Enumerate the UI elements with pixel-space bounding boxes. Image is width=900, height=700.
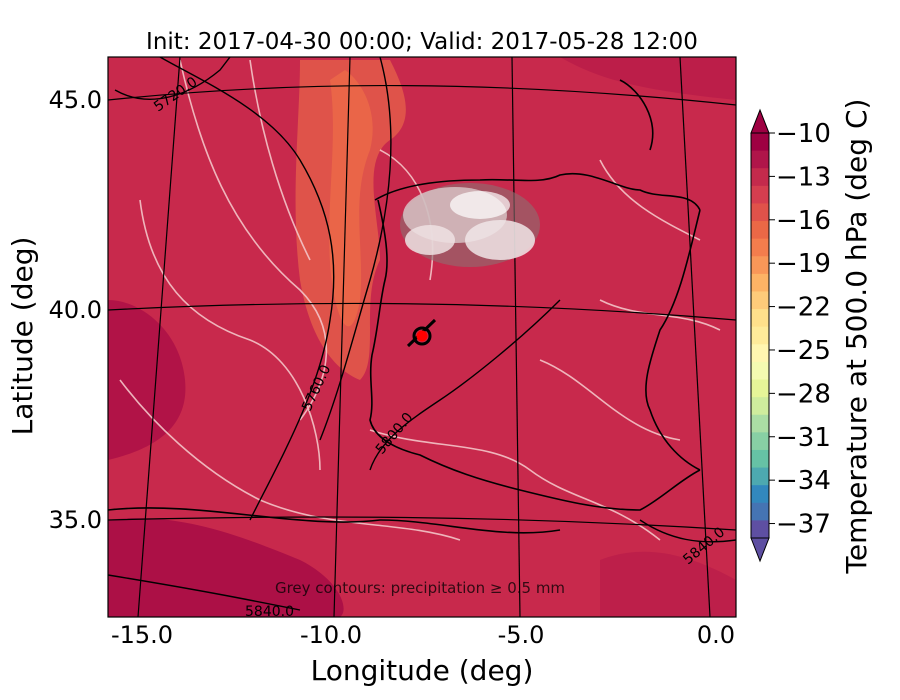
x-tick-label-minus10: -10.0 [300, 621, 362, 649]
location-marker [412, 326, 432, 346]
colorbar-tick-label: −10 [776, 119, 831, 149]
colorbar-segment [751, 361, 769, 381]
temperature-dark-southwest [108, 518, 344, 617]
colorbar-bottom-extension [750, 537, 770, 563]
colorbar-tick-label: −16 [776, 206, 831, 236]
colorbar-segment [751, 485, 769, 504]
colorbar-segment [751, 449, 769, 469]
colorbar-tick-label: −25 [776, 336, 831, 366]
colorbar: −10 −13 −16 −19 −22 −25 −28 −31 −34 −37 [750, 108, 831, 563]
colorbar-segment [751, 256, 769, 275]
colorbar-segment [751, 221, 769, 240]
y-axis: 45.0 40.0 35.0 [49, 86, 102, 534]
temperature-band-center [329, 70, 373, 327]
colorbar-tick-label: −22 [776, 293, 831, 323]
colorbar-tick-label: −37 [776, 510, 831, 540]
graticule [108, 57, 736, 617]
colorbar-tick-label: −19 [776, 249, 831, 279]
map-frame [107, 56, 737, 618]
precip-annotation: Grey contours: precipitation ≥ 0.5 mm [275, 579, 565, 597]
colorbar-ticks: −10 −13 −16 −19 −22 −25 −28 −31 −34 −37 [769, 119, 831, 540]
colorbar-segment [751, 520, 769, 539]
colorbar-segment [751, 203, 769, 222]
colorbar-segment [751, 344, 769, 363]
y-axis-label: Latitude (deg) [6, 237, 39, 436]
x-tick-label-0: 0.0 [697, 621, 735, 649]
height-contours [108, 57, 736, 611]
colorbar-tick-label: −34 [776, 466, 831, 496]
y-tick-label-45: 45.0 [49, 86, 102, 114]
colorbar-label: Temperature at 500.0 hPa (deg C) [840, 99, 873, 575]
colorbar-tick-label: −31 [776, 423, 831, 453]
colorbar-segment [751, 467, 769, 486]
colorbar-segment [751, 397, 769, 416]
colorbar-segment [751, 326, 769, 345]
x-axis: -15.0 -10.0 -5.0 0.0 [111, 621, 735, 649]
temperature-dark-southeast [600, 551, 736, 617]
colorbar-segment [751, 168, 769, 187]
colorbar-segment [751, 150, 769, 169]
location-marker-fill [416, 330, 428, 342]
colorbar-tick-label: −13 [776, 162, 831, 192]
coastline [108, 79, 701, 534]
colorbar-segment [751, 291, 769, 310]
x-axis-label: Longitude (deg) [311, 654, 534, 687]
map-panel: 5720.0 5760.0 5800.0 5840.0 5840.0 Grey … [108, 57, 736, 620]
x-tick-label-minus15: -15.0 [111, 621, 173, 649]
colorbar-top-extension [750, 108, 770, 134]
colorbar-segment [751, 379, 769, 398]
colorbar-segment [751, 414, 769, 433]
y-tick-label-35: 35.0 [49, 506, 102, 534]
y-tick-label-40: 40.0 [49, 296, 102, 324]
precipitation-region [400, 183, 540, 267]
colorbar-segments [751, 133, 769, 539]
colorbar-segment [751, 432, 769, 451]
colorbar-segment [751, 133, 769, 152]
temperature-dark-west [108, 300, 186, 460]
colorbar-segment [751, 309, 769, 328]
colorbar-tick-label: −28 [776, 379, 831, 409]
colorbar-segment [751, 502, 769, 521]
colorbar-segment [751, 238, 769, 257]
colorbar-segment [751, 185, 769, 205]
x-tick-label-minus5: -5.0 [498, 621, 545, 649]
plot-title: Init: 2017-04-30 00:00; Valid: 2017-05-2… [146, 29, 698, 55]
height-label-5840-southwest: 5840.0 [245, 604, 294, 620]
temperature-dark-northeast [560, 57, 736, 100]
colorbar-segment [751, 273, 769, 293]
colorbar-frame [750, 132, 770, 539]
